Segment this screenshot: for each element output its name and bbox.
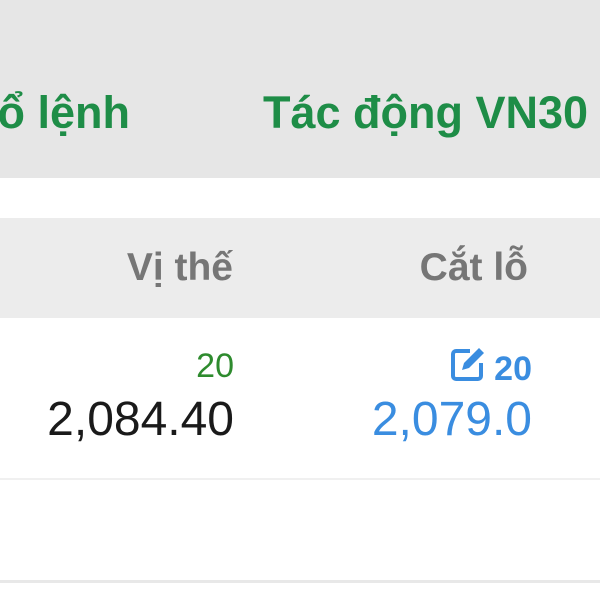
divider <box>0 580 600 583</box>
stoploss-price: 2,079.0 <box>371 393 532 446</box>
stoploss-qty-value: 20 <box>494 349 532 388</box>
tab-vn30-impact[interactable]: Tác động VN30 <box>263 87 589 138</box>
tab-order-book[interactable]: ổ lệnh <box>0 87 130 138</box>
table-row[interactable]: 20 2,084.40 20 2,079.0 <box>0 318 600 480</box>
stoploss-qty[interactable]: 20 <box>450 346 532 391</box>
tab-bar: ổ lệnh Tác động VN30 <box>0 0 600 178</box>
table-header: Vị thế Cắt lỗ <box>0 218 600 318</box>
header-position: Vị thế <box>126 246 233 289</box>
edit-icon[interactable] <box>450 346 486 391</box>
position-qty: 20 <box>196 347 234 385</box>
header-stoploss: Cắt lỗ <box>419 246 528 289</box>
position-price: 2,084.40 <box>47 393 234 446</box>
